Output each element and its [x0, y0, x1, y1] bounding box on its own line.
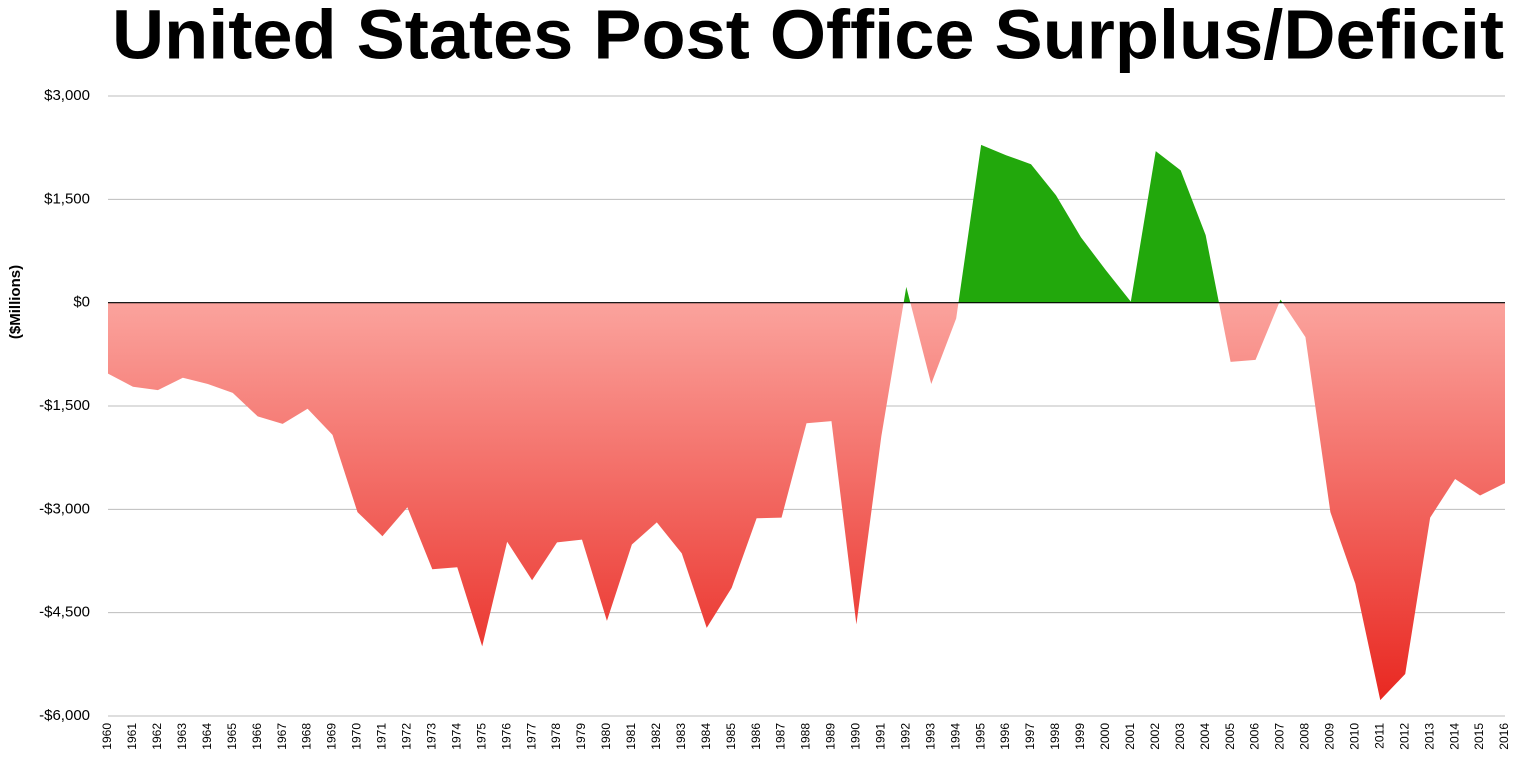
x-tick-label: 1968 — [300, 723, 314, 750]
x-tick-label: 1993 — [923, 723, 937, 750]
x-tick-label: 1973 — [424, 723, 438, 750]
x-tick-label: 1969 — [325, 723, 339, 750]
x-tick-label: 2016 — [1497, 723, 1511, 750]
x-tick-label: 1976 — [499, 723, 513, 750]
x-tick-label: 2008 — [1298, 723, 1312, 750]
x-tick-label: 1963 — [175, 723, 189, 750]
x-tick-label: 1992 — [898, 723, 912, 750]
x-tick-label: 1978 — [549, 723, 563, 750]
x-tick-label: 2014 — [1447, 723, 1461, 750]
x-tick-label: 1986 — [749, 723, 763, 750]
y-tick-label: -$6,000 — [39, 707, 90, 724]
x-tick-label: 2012 — [1397, 723, 1411, 750]
x-tick-label: 2003 — [1173, 723, 1187, 750]
x-tick-label: 1988 — [799, 723, 813, 750]
x-tick-label: 1994 — [948, 723, 962, 750]
y-tick-label: -$3,000 — [39, 500, 90, 517]
x-tick-label: 2010 — [1347, 723, 1361, 750]
x-tick-label: 1966 — [250, 723, 264, 750]
x-tick-label: 1965 — [225, 723, 239, 750]
x-tick-label: 1995 — [973, 723, 987, 750]
x-tick-label: 1991 — [874, 723, 888, 750]
x-tick-label: 1981 — [624, 723, 638, 750]
x-tick-label: 2007 — [1273, 723, 1287, 750]
x-tick-label: 2015 — [1472, 723, 1486, 750]
x-tick-label: 1972 — [400, 723, 414, 750]
x-tick-label: 2009 — [1323, 723, 1337, 750]
x-tick-label: 2005 — [1223, 723, 1237, 750]
x-tick-label: 1971 — [375, 723, 389, 750]
y-tick-label: $3,000 — [44, 87, 90, 104]
x-tick-label: 1979 — [574, 723, 588, 750]
x-tick-label: 2000 — [1098, 723, 1112, 750]
y-tick-label: $0 — [73, 294, 90, 311]
x-tick-label: 1980 — [599, 723, 613, 750]
y-tick-label: -$1,500 — [39, 397, 90, 414]
y-tick-label: -$4,500 — [39, 604, 90, 621]
x-tick-label: 1962 — [150, 723, 164, 750]
x-tick-label: 2011 — [1372, 723, 1386, 749]
x-tick-label: 1960 — [100, 723, 114, 750]
x-tick-label: 1998 — [1048, 723, 1062, 750]
x-tick-label: 1977 — [524, 723, 538, 750]
x-tick-label: 1985 — [724, 723, 738, 750]
x-tick-label: 1982 — [649, 723, 663, 750]
x-tick-label: 1987 — [774, 723, 788, 750]
x-tick-label: 1964 — [200, 723, 214, 750]
x-tick-label: 1996 — [998, 723, 1012, 750]
x-tick-label: 1974 — [449, 723, 463, 750]
x-tick-label: 1984 — [699, 723, 713, 750]
x-tick-label: 2004 — [1198, 723, 1212, 750]
x-tick-label: 2006 — [1248, 723, 1262, 750]
x-tick-label: 1967 — [275, 723, 289, 750]
x-tick-label: 2013 — [1422, 723, 1436, 750]
y-axis-label: ($Millions) — [7, 265, 24, 339]
x-tick-label: 2001 — [1123, 723, 1137, 750]
x-tick-label: 1989 — [824, 723, 838, 750]
x-tick-label: 1983 — [674, 723, 688, 750]
x-tick-label: 1990 — [849, 723, 863, 750]
area — [108, 144, 1505, 701]
chart-title: United States Post Office Surplus/Defici… — [112, 0, 1504, 73]
x-tick-label: 1975 — [474, 723, 488, 750]
x-tick-label: 1997 — [1023, 723, 1037, 750]
y-tick-label: $1,500 — [44, 190, 90, 207]
x-tick-label: 1999 — [1073, 723, 1087, 750]
x-tick-label: 1970 — [350, 723, 364, 750]
x-tick-label: 1961 — [125, 723, 139, 750]
x-tick-label: 2002 — [1148, 723, 1162, 750]
